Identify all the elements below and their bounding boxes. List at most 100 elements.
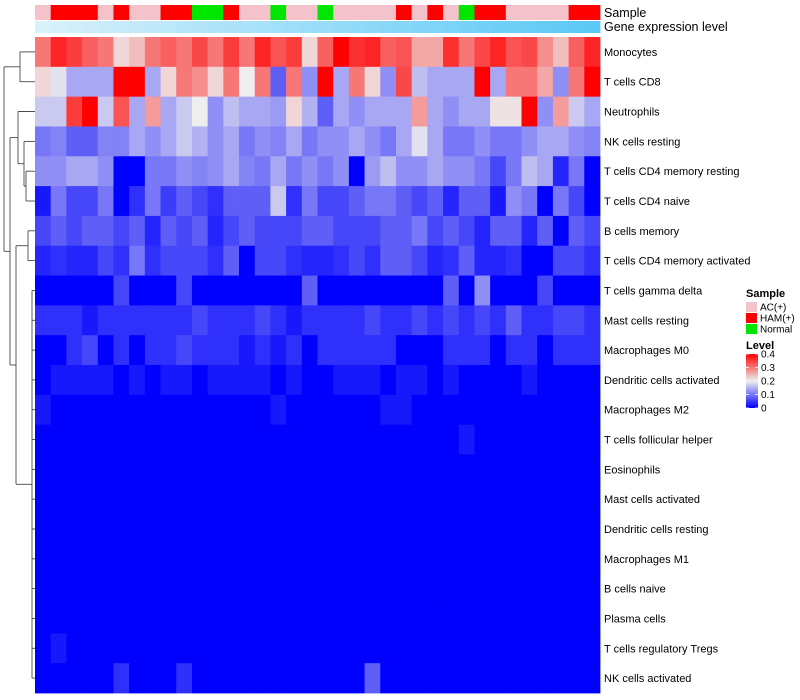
heatmap-cell bbox=[129, 484, 146, 515]
heatmap-cell bbox=[490, 633, 507, 664]
heatmap-cell bbox=[552, 305, 570, 336]
heatmap-cell bbox=[584, 573, 601, 604]
heatmap-cell bbox=[144, 633, 161, 664]
legend-entry-label: Normal bbox=[760, 325, 792, 336]
sample-annotation-cell bbox=[35, 5, 52, 20]
heatmap-cell bbox=[474, 663, 491, 694]
heatmap-cell bbox=[568, 603, 585, 634]
heatmap-cell bbox=[333, 245, 350, 276]
heatmap-cell bbox=[411, 215, 428, 247]
heatmap-cell bbox=[568, 543, 585, 575]
heatmap-cell bbox=[395, 424, 413, 455]
heatmap-cell bbox=[505, 305, 522, 336]
heatmap-cell bbox=[333, 663, 350, 694]
heatmap-cell bbox=[443, 126, 460, 157]
heatmap-cell bbox=[395, 454, 413, 485]
heatmap-cell bbox=[113, 394, 130, 426]
heatmap-cell bbox=[584, 186, 601, 217]
heatmap-cell bbox=[537, 305, 554, 336]
heatmap-cell bbox=[66, 603, 83, 634]
sample-annotation-cell bbox=[82, 5, 99, 20]
heatmap-cell bbox=[144, 573, 161, 604]
heatmap-cell bbox=[223, 96, 240, 127]
heatmap-cell bbox=[82, 126, 99, 157]
heatmap-cell bbox=[380, 275, 397, 306]
heatmap-cell bbox=[160, 424, 177, 455]
heatmap-cell bbox=[364, 424, 381, 455]
heatmap-cell bbox=[521, 215, 538, 247]
heatmap-cell bbox=[427, 424, 444, 455]
heatmap-cell bbox=[395, 66, 413, 98]
heatmap-cell bbox=[380, 484, 397, 515]
heatmap-cell bbox=[568, 126, 585, 157]
legend-sample-title: Sample bbox=[746, 288, 785, 300]
heatmap-cell bbox=[270, 96, 287, 127]
heatmap-cell bbox=[364, 126, 381, 157]
heatmap-cell bbox=[490, 37, 507, 68]
heatmap-cell bbox=[301, 96, 318, 127]
heatmap-cell bbox=[160, 156, 177, 187]
heatmap-cell bbox=[176, 37, 193, 68]
heatmap-cell bbox=[458, 37, 475, 68]
heatmap-cell bbox=[35, 66, 52, 98]
heatmap-cell bbox=[176, 424, 193, 455]
heatmap-cell bbox=[427, 66, 444, 98]
heatmap-cell bbox=[427, 305, 444, 336]
heatmap-cell bbox=[207, 543, 224, 575]
heatmap-cell bbox=[286, 424, 303, 455]
heatmap-cell bbox=[505, 335, 522, 366]
heatmap-cell bbox=[144, 335, 161, 366]
heatmap-cell bbox=[443, 514, 460, 545]
heatmap-cell bbox=[286, 275, 303, 306]
heatmap-cell bbox=[568, 663, 585, 694]
heatmap-cell bbox=[66, 424, 83, 455]
heatmap-cell bbox=[505, 215, 522, 247]
legend-swatch bbox=[746, 313, 757, 323]
heatmap-cell bbox=[144, 424, 161, 455]
heatmap-cell bbox=[458, 245, 475, 276]
heatmap-cell bbox=[427, 394, 444, 426]
heatmap-cell bbox=[35, 365, 52, 396]
heatmap-cell bbox=[348, 484, 365, 515]
heatmap-cell bbox=[584, 514, 601, 545]
heatmap-cell bbox=[239, 275, 256, 306]
heatmap-cell bbox=[380, 186, 397, 217]
expression-annotation-cell bbox=[584, 21, 601, 33]
heatmap-cell bbox=[97, 663, 114, 694]
heatmap-cell bbox=[537, 275, 554, 306]
heatmap-cell bbox=[239, 394, 256, 426]
heatmap-cell bbox=[552, 126, 570, 157]
heatmap-cell bbox=[301, 543, 318, 575]
heatmap-cell bbox=[35, 663, 52, 694]
heatmap-cell bbox=[254, 215, 271, 247]
heatmap-cell bbox=[50, 514, 67, 545]
heatmap-cell bbox=[160, 365, 177, 396]
heatmap-cell bbox=[207, 37, 224, 68]
heatmap-cell bbox=[223, 305, 240, 336]
heatmap-cell bbox=[317, 156, 334, 187]
heatmap-cell bbox=[50, 156, 67, 187]
heatmap-cell bbox=[411, 126, 428, 157]
expression-annotation-cell bbox=[317, 21, 334, 33]
heatmap-cell bbox=[380, 365, 397, 396]
heatmap-cell bbox=[191, 514, 209, 545]
heatmap-cell bbox=[160, 514, 177, 545]
heatmap-cell bbox=[35, 186, 52, 217]
heatmap-cell bbox=[254, 365, 271, 396]
heatmap-cell bbox=[97, 543, 114, 575]
heatmap-cell bbox=[458, 365, 475, 396]
heatmap-cell bbox=[207, 66, 224, 98]
heatmap-cell bbox=[521, 573, 538, 604]
heatmap-cell bbox=[301, 156, 318, 187]
heatmap-cell bbox=[333, 394, 350, 426]
heatmap-cell bbox=[568, 37, 585, 68]
heatmap-cell bbox=[207, 215, 224, 247]
heatmap-cell bbox=[301, 484, 318, 515]
heatmap-cell bbox=[411, 484, 428, 515]
heatmap-cell bbox=[144, 543, 161, 575]
heatmap-cell bbox=[176, 215, 193, 247]
heatmap-cell bbox=[474, 66, 491, 98]
heatmap-cell bbox=[223, 245, 240, 276]
expression-annotation-cell bbox=[364, 21, 381, 33]
